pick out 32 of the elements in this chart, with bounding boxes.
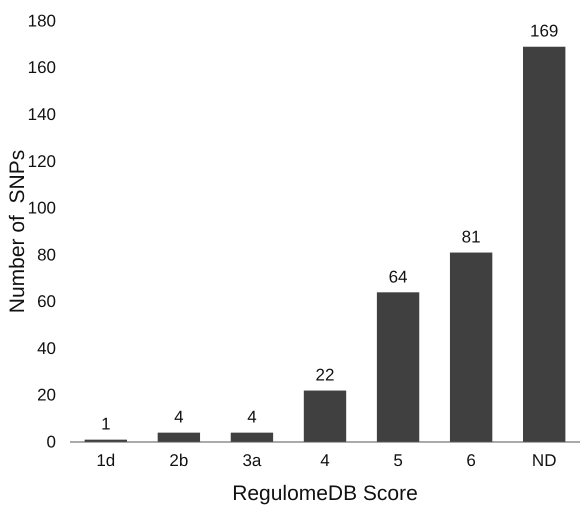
x-tick-label: ND (532, 451, 556, 470)
bar (523, 46, 566, 442)
bar (230, 432, 274, 442)
y-tick-label: 60 (37, 292, 56, 312)
data-label: 64 (388, 267, 408, 286)
data-label: 81 (462, 228, 481, 247)
data-label: 4 (174, 408, 184, 427)
y-tick-label: 80 (37, 245, 56, 264)
x-tick-label: 3a (242, 451, 262, 470)
data-label: 169 (530, 22, 558, 41)
y-tick-label: 20 (37, 386, 56, 405)
y-tick-label: 160 (28, 58, 56, 78)
y-axis-title: Number of SNPs (6, 150, 29, 314)
x-axis-title: RegulomeDB Score (232, 482, 418, 505)
bar (158, 432, 200, 442)
data-label: 22 (316, 366, 334, 385)
y-tick-label: 140 (28, 104, 56, 124)
x-tick-label: 1d (96, 451, 116, 470)
y-tick-label: 120 (28, 152, 56, 171)
y-tick-label: 0 (46, 432, 56, 452)
data-label: 1 (101, 414, 111, 434)
x-tick-label: 4 (320, 451, 330, 470)
bar (304, 390, 346, 442)
x-tick-label: 2b (169, 451, 188, 470)
y-tick-label: 180 (28, 11, 56, 30)
x-tick-label: 5 (393, 451, 403, 470)
x-tick-label: 6 (466, 451, 476, 470)
data-label: 4 (247, 408, 257, 427)
bar (450, 252, 492, 442)
y-tick-label: 40 (37, 338, 56, 358)
y-tick-label: 100 (28, 198, 56, 218)
bar (376, 292, 420, 442)
